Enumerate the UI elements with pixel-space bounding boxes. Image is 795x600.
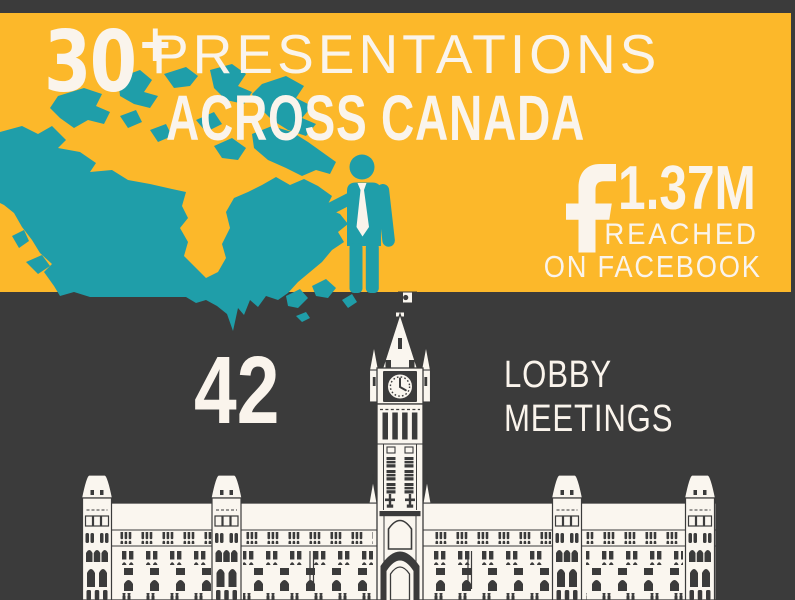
- presentations-subtitle: ACROSS CANADA: [166, 82, 585, 154]
- right-edge-strip: [791, 13, 795, 292]
- lobby-meetings-label: LOBBY MEETINGS: [504, 353, 673, 441]
- count-number: 30: [44, 13, 137, 112]
- tower-finials: [385, 494, 415, 508]
- lobby-label-line2: MEETINGS: [504, 398, 674, 440]
- tower-mid-windows: [386, 446, 414, 494]
- facebook-reached-label: REACHED: [604, 218, 759, 251]
- presentations-count: 30+: [44, 14, 173, 105]
- canada-map: [0, 64, 357, 331]
- count-plus: +: [137, 14, 173, 74]
- presentations-title: PRESENTATIONS: [152, 23, 661, 85]
- clock: [385, 372, 415, 401]
- person-presenter-icon: [324, 154, 395, 293]
- lobby-label-line1: LOBBY: [504, 354, 613, 396]
- facebook-f-icon: [566, 164, 616, 253]
- facebook-reach-value: 1.37M: [618, 154, 756, 223]
- peace-tower: [368, 291, 432, 600]
- tie: [356, 183, 369, 237]
- canada-flag-icon: [398, 291, 417, 304]
- facebook-on-facebook-label: ON FACEBOOK: [544, 249, 762, 284]
- parliament-peace-tower-illustration: [80, 291, 717, 600]
- lobby-meetings-count: 42: [194, 337, 280, 444]
